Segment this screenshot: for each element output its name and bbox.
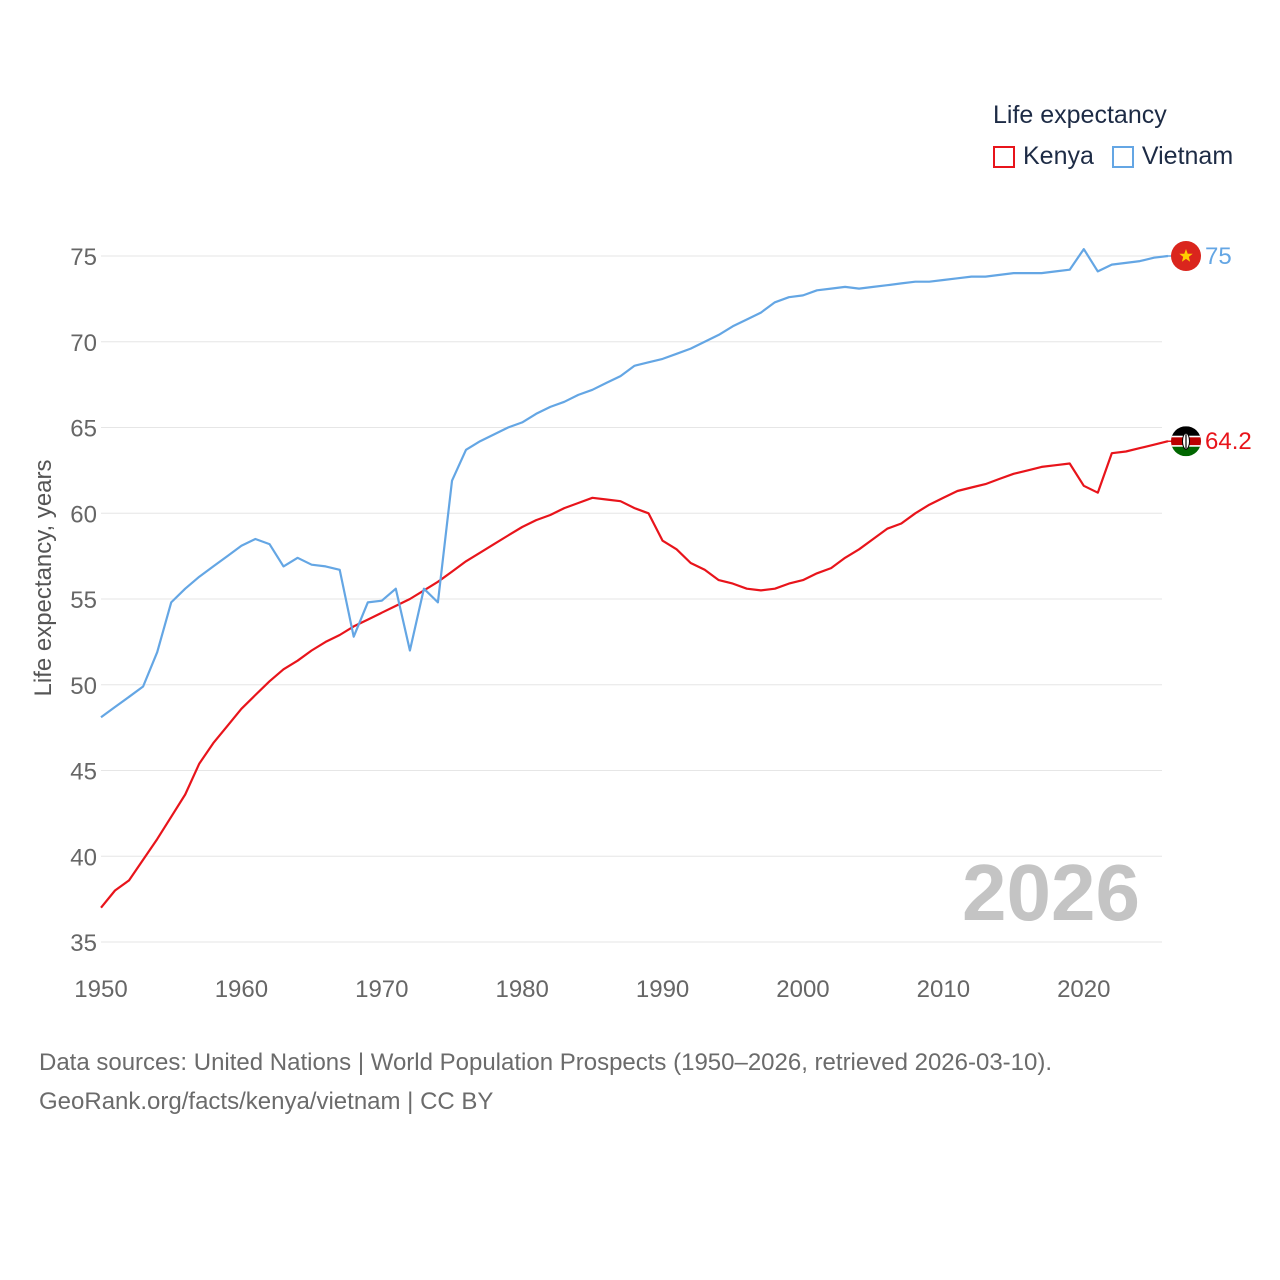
flag-icon-kenya	[1171, 426, 1201, 457]
y-tick-label-75: 75	[70, 244, 97, 271]
y-tick-label-45: 45	[70, 759, 97, 786]
series-line-vietnam	[100, 248, 1169, 719]
x-tick-label-1960: 1960	[215, 976, 268, 1003]
source-line-2[interactable]: GeoRank.org/facts/kenya/vietnam | CC BY	[39, 1088, 494, 1115]
x-tick-label-2020: 2020	[1057, 976, 1110, 1003]
y-axis-label: Life expectancy, years	[30, 459, 57, 696]
y-tick-label-55: 55	[70, 587, 97, 614]
legend-swatch-vietnam	[1111, 145, 1134, 168]
legend-swatch-kenya	[993, 145, 1015, 168]
series-line-kenya	[100, 440, 1169, 909]
source-note: Data sources: United Nations | World Pop…	[39, 1043, 1052, 1121]
legend-label-vietnam: Vietnam	[1141, 142, 1234, 170]
y-tick-label-40: 40	[70, 844, 97, 871]
end-label-vietnam: 75	[1205, 243, 1232, 270]
x-tick-label-1990: 1990	[636, 976, 689, 1003]
x-tick-label-2010: 2010	[917, 976, 970, 1003]
x-tick-label-1950: 1950	[74, 976, 127, 1003]
legend-label-kenya: Kenya	[1023, 142, 1094, 170]
life-expectancy-chart: 35 40 45 50 55 60 65 70 75 1950 1960 1970 1980 1990 2…	[30, 241, 1252, 1003]
grid-lines	[101, 255, 1162, 943]
legend-item-kenya[interactable]: Kenya	[993, 142, 1094, 171]
legend-title: Life expectancy	[993, 101, 1167, 129]
x-tick-label-1980: 1980	[495, 976, 548, 1003]
end-label-kenya: 64.2	[1205, 428, 1252, 455]
series-lines	[100, 248, 1169, 909]
source-line-1: Data sources: United Nations | World Pop…	[39, 1049, 1053, 1076]
legend-item-vietnam[interactable]: Vietnam	[1111, 142, 1234, 171]
x-axis-ticks: 1950 1960 1970 1980 1990 2000 2010 2020	[74, 976, 1110, 1003]
y-tick-label-65: 65	[70, 416, 97, 443]
flag-icon-vietnam	[1171, 241, 1201, 271]
x-tick-label-2000: 2000	[776, 976, 829, 1003]
y-tick-label-60: 60	[70, 501, 97, 528]
legend: Life expectancy Kenya Vietnam	[993, 100, 1251, 171]
y-axis-ticks: 35 40 45 50 55 60 65 70 75	[70, 244, 97, 957]
year-watermark: 2026	[962, 848, 1140, 937]
series-end-markers: 64.2 75	[1168, 241, 1252, 457]
x-tick-label-1970: 1970	[355, 976, 408, 1003]
y-tick-label-35: 35	[70, 930, 97, 957]
y-tick-label-50: 50	[70, 673, 97, 700]
y-tick-label-70: 70	[70, 330, 97, 357]
